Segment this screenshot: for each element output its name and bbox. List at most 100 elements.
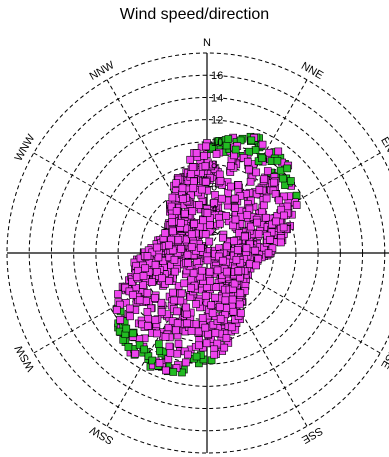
- data-point: [203, 256, 212, 265]
- radial-tick-label: 2: [211, 226, 217, 238]
- data-point: [227, 323, 236, 332]
- radial-tick-label: 8: [211, 159, 217, 171]
- data-point: [222, 304, 230, 312]
- data-point: [236, 289, 245, 298]
- direction-label: ENE: [378, 135, 389, 161]
- data-point: [272, 217, 280, 226]
- data-point: [201, 291, 210, 300]
- data-point: [179, 195, 187, 203]
- grid-spoke: [33, 152, 208, 254]
- data-point: [242, 244, 251, 253]
- data-point: [252, 168, 261, 177]
- data-point: [208, 309, 217, 317]
- data-point: [151, 294, 159, 302]
- data-point: [216, 177, 225, 185]
- data-point: [209, 160, 217, 169]
- data-point: [258, 154, 266, 163]
- data-point: [155, 340, 163, 348]
- data-point: [129, 291, 137, 299]
- data-point: [199, 216, 207, 225]
- data-point: [168, 246, 177, 255]
- data-point: [262, 213, 270, 222]
- data-point: [260, 175, 268, 184]
- data-point: [226, 182, 235, 191]
- data-point: [183, 319, 191, 328]
- data-point: [151, 261, 160, 269]
- data-point: [218, 233, 227, 242]
- data-point: [131, 349, 140, 358]
- data-point: [161, 229, 169, 237]
- data-point: [201, 230, 210, 239]
- data-point: [182, 303, 191, 312]
- data-point: [144, 352, 153, 360]
- data-point: [161, 333, 170, 341]
- data-point: [177, 219, 185, 227]
- data-point: [186, 155, 194, 164]
- data-point: [153, 268, 161, 276]
- data-point: [151, 316, 160, 324]
- data-point: [280, 192, 288, 201]
- radial-tick-label: 6: [211, 181, 217, 193]
- data-point: [292, 191, 301, 200]
- data-point: [251, 246, 260, 255]
- data-point: [187, 283, 195, 292]
- data-point: [230, 237, 238, 245]
- data-point: [168, 227, 177, 236]
- data-point: [180, 209, 189, 218]
- data-point: [133, 273, 141, 281]
- data-point: [231, 215, 240, 224]
- data-point: [164, 323, 173, 332]
- data-point: [187, 243, 196, 251]
- data-point: [243, 157, 252, 166]
- data-point: [224, 135, 233, 143]
- data-point: [195, 201, 203, 209]
- data-point: [189, 269, 198, 278]
- data-point: [237, 309, 245, 317]
- data-point: [166, 349, 175, 357]
- data-point: [254, 255, 263, 263]
- data-point: [264, 249, 273, 258]
- data-point: [254, 230, 263, 238]
- data-point: [144, 322, 152, 330]
- data-point: [157, 298, 166, 307]
- data-point: [169, 368, 178, 376]
- data-point: [211, 329, 220, 337]
- data-point: [222, 141, 231, 150]
- data-point: [213, 266, 222, 275]
- data-point: [266, 236, 274, 244]
- data-point: [192, 352, 201, 361]
- data-point: [245, 147, 253, 156]
- data-point: [153, 243, 161, 252]
- data-point: [205, 237, 214, 246]
- data-point: [172, 207, 181, 215]
- data-point: [214, 252, 223, 261]
- data-point: [171, 267, 179, 276]
- data-point: [276, 166, 285, 175]
- data-point: [135, 296, 144, 305]
- data-point: [173, 319, 182, 328]
- data-point: [168, 218, 176, 226]
- data-point: [229, 307, 238, 316]
- data-point: [273, 156, 282, 165]
- direction-label: WNW: [13, 132, 38, 163]
- data-point: [205, 267, 214, 276]
- data-point: [202, 339, 211, 348]
- data-point: [187, 327, 196, 335]
- data-point: [143, 289, 152, 297]
- data-point: [234, 181, 243, 189]
- grid-spoke: [106, 252, 208, 427]
- data-point: [234, 267, 243, 275]
- data-point: [271, 190, 280, 198]
- data-point: [279, 223, 288, 232]
- data-point: [112, 306, 121, 314]
- data-point: [207, 301, 216, 310]
- data-point: [196, 243, 205, 252]
- data-point: [174, 339, 183, 348]
- data-point: [219, 256, 227, 265]
- data-point: [189, 184, 198, 192]
- data-point: [232, 255, 241, 264]
- data-point: [173, 307, 181, 316]
- data-point: [180, 279, 189, 288]
- data-point: [141, 264, 149, 273]
